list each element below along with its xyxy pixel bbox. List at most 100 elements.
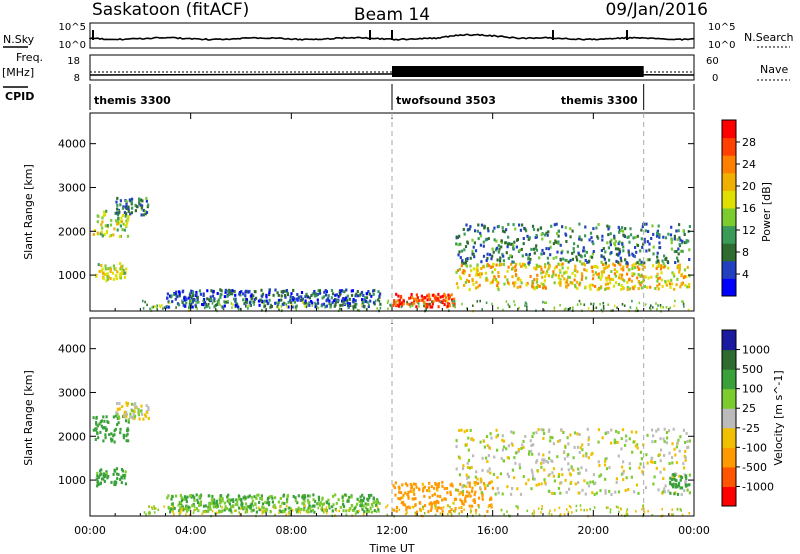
range-cell (287, 300, 290, 304)
range-cell (626, 288, 629, 292)
range-cell (426, 489, 429, 492)
range-cell (413, 297, 416, 301)
range-cell (325, 509, 327, 512)
range-cell (577, 491, 580, 495)
range-cell (534, 236, 537, 239)
range-cell (126, 234, 130, 238)
range-cell (577, 481, 580, 485)
range-cell (643, 510, 646, 514)
range-cell (159, 305, 162, 309)
range-cell (108, 234, 112, 238)
range-cell (559, 258, 562, 262)
range-cell (137, 408, 140, 412)
range-cell (453, 300, 456, 303)
range-cell (642, 504, 645, 507)
range-cell (412, 487, 415, 491)
range-cell (621, 428, 625, 432)
range-cell (497, 281, 500, 285)
range-cell (116, 423, 119, 427)
range-cell (409, 482, 412, 486)
range-cell (601, 272, 604, 276)
range-cell (436, 506, 439, 510)
range-cell (125, 224, 128, 228)
range-cell (191, 305, 194, 309)
range-cell (211, 302, 214, 305)
range-cell (191, 504, 194, 508)
range-cell (678, 270, 681, 274)
range-cell (433, 500, 436, 504)
range-cell (591, 269, 594, 273)
range-cell (390, 304, 392, 307)
range-cell (203, 298, 206, 301)
range-cell (597, 272, 600, 276)
range-cell (341, 495, 344, 499)
range-cell (125, 199, 128, 203)
range-cell (292, 296, 295, 299)
range-cell (257, 299, 261, 303)
range-cell (263, 509, 265, 513)
range-cell (534, 246, 537, 250)
range-cell (338, 290, 341, 294)
range-cell (458, 250, 461, 254)
range-cell (496, 448, 499, 452)
range-cell (431, 493, 434, 497)
range-cell (277, 306, 280, 309)
range-cell (655, 466, 658, 470)
range-cell (580, 262, 584, 266)
range-cell (604, 432, 607, 436)
range-cell (532, 477, 535, 481)
range-cell (558, 268, 561, 272)
range-cell (636, 443, 639, 447)
range-cell (102, 439, 105, 443)
range-cell (114, 483, 117, 486)
range-cell (253, 298, 256, 301)
range-cell (626, 280, 629, 284)
range-cell (672, 476, 675, 479)
range-cell (103, 480, 106, 483)
range-cell (95, 427, 98, 431)
range-cell (630, 475, 633, 479)
range-cell (676, 238, 679, 242)
range-cell (512, 260, 515, 264)
range-cell (682, 462, 685, 466)
range-cell (459, 491, 462, 495)
range-cell (678, 242, 681, 246)
range-cell (435, 504, 437, 508)
range-cell (578, 222, 581, 226)
range-cell (307, 498, 310, 502)
range-cell (583, 254, 586, 258)
nave-tick-high: 60 (706, 56, 719, 67)
range-cell (669, 306, 671, 310)
range-cell (130, 202, 133, 206)
range-cell (285, 289, 288, 292)
range-cell (253, 290, 256, 294)
range-cell (685, 431, 688, 435)
range-cell (615, 480, 618, 484)
beam-title: Beam 14 (354, 5, 430, 25)
range-cell (464, 245, 468, 249)
range-cell (185, 504, 188, 508)
range-cell (191, 294, 195, 298)
range-cell (366, 300, 369, 304)
range-cell (663, 427, 666, 431)
range-cell (308, 301, 311, 305)
range-cell (548, 512, 551, 515)
colorbar-band (722, 330, 736, 351)
range-cell (333, 304, 336, 308)
range-cell (195, 290, 198, 294)
range-cell (659, 437, 662, 441)
range-cell (686, 483, 689, 487)
range-cell (560, 467, 563, 471)
range-cell (203, 504, 206, 508)
range-cell (631, 272, 634, 276)
range-cell (439, 512, 442, 515)
range-cell (631, 299, 633, 303)
range-cell (595, 226, 598, 230)
range-cell (147, 416, 150, 420)
range-cell (604, 287, 607, 291)
range-cell (441, 480, 444, 484)
range-cell (521, 223, 524, 227)
range-cell (579, 446, 582, 450)
range-cell (553, 281, 556, 285)
range-cell (628, 277, 631, 281)
